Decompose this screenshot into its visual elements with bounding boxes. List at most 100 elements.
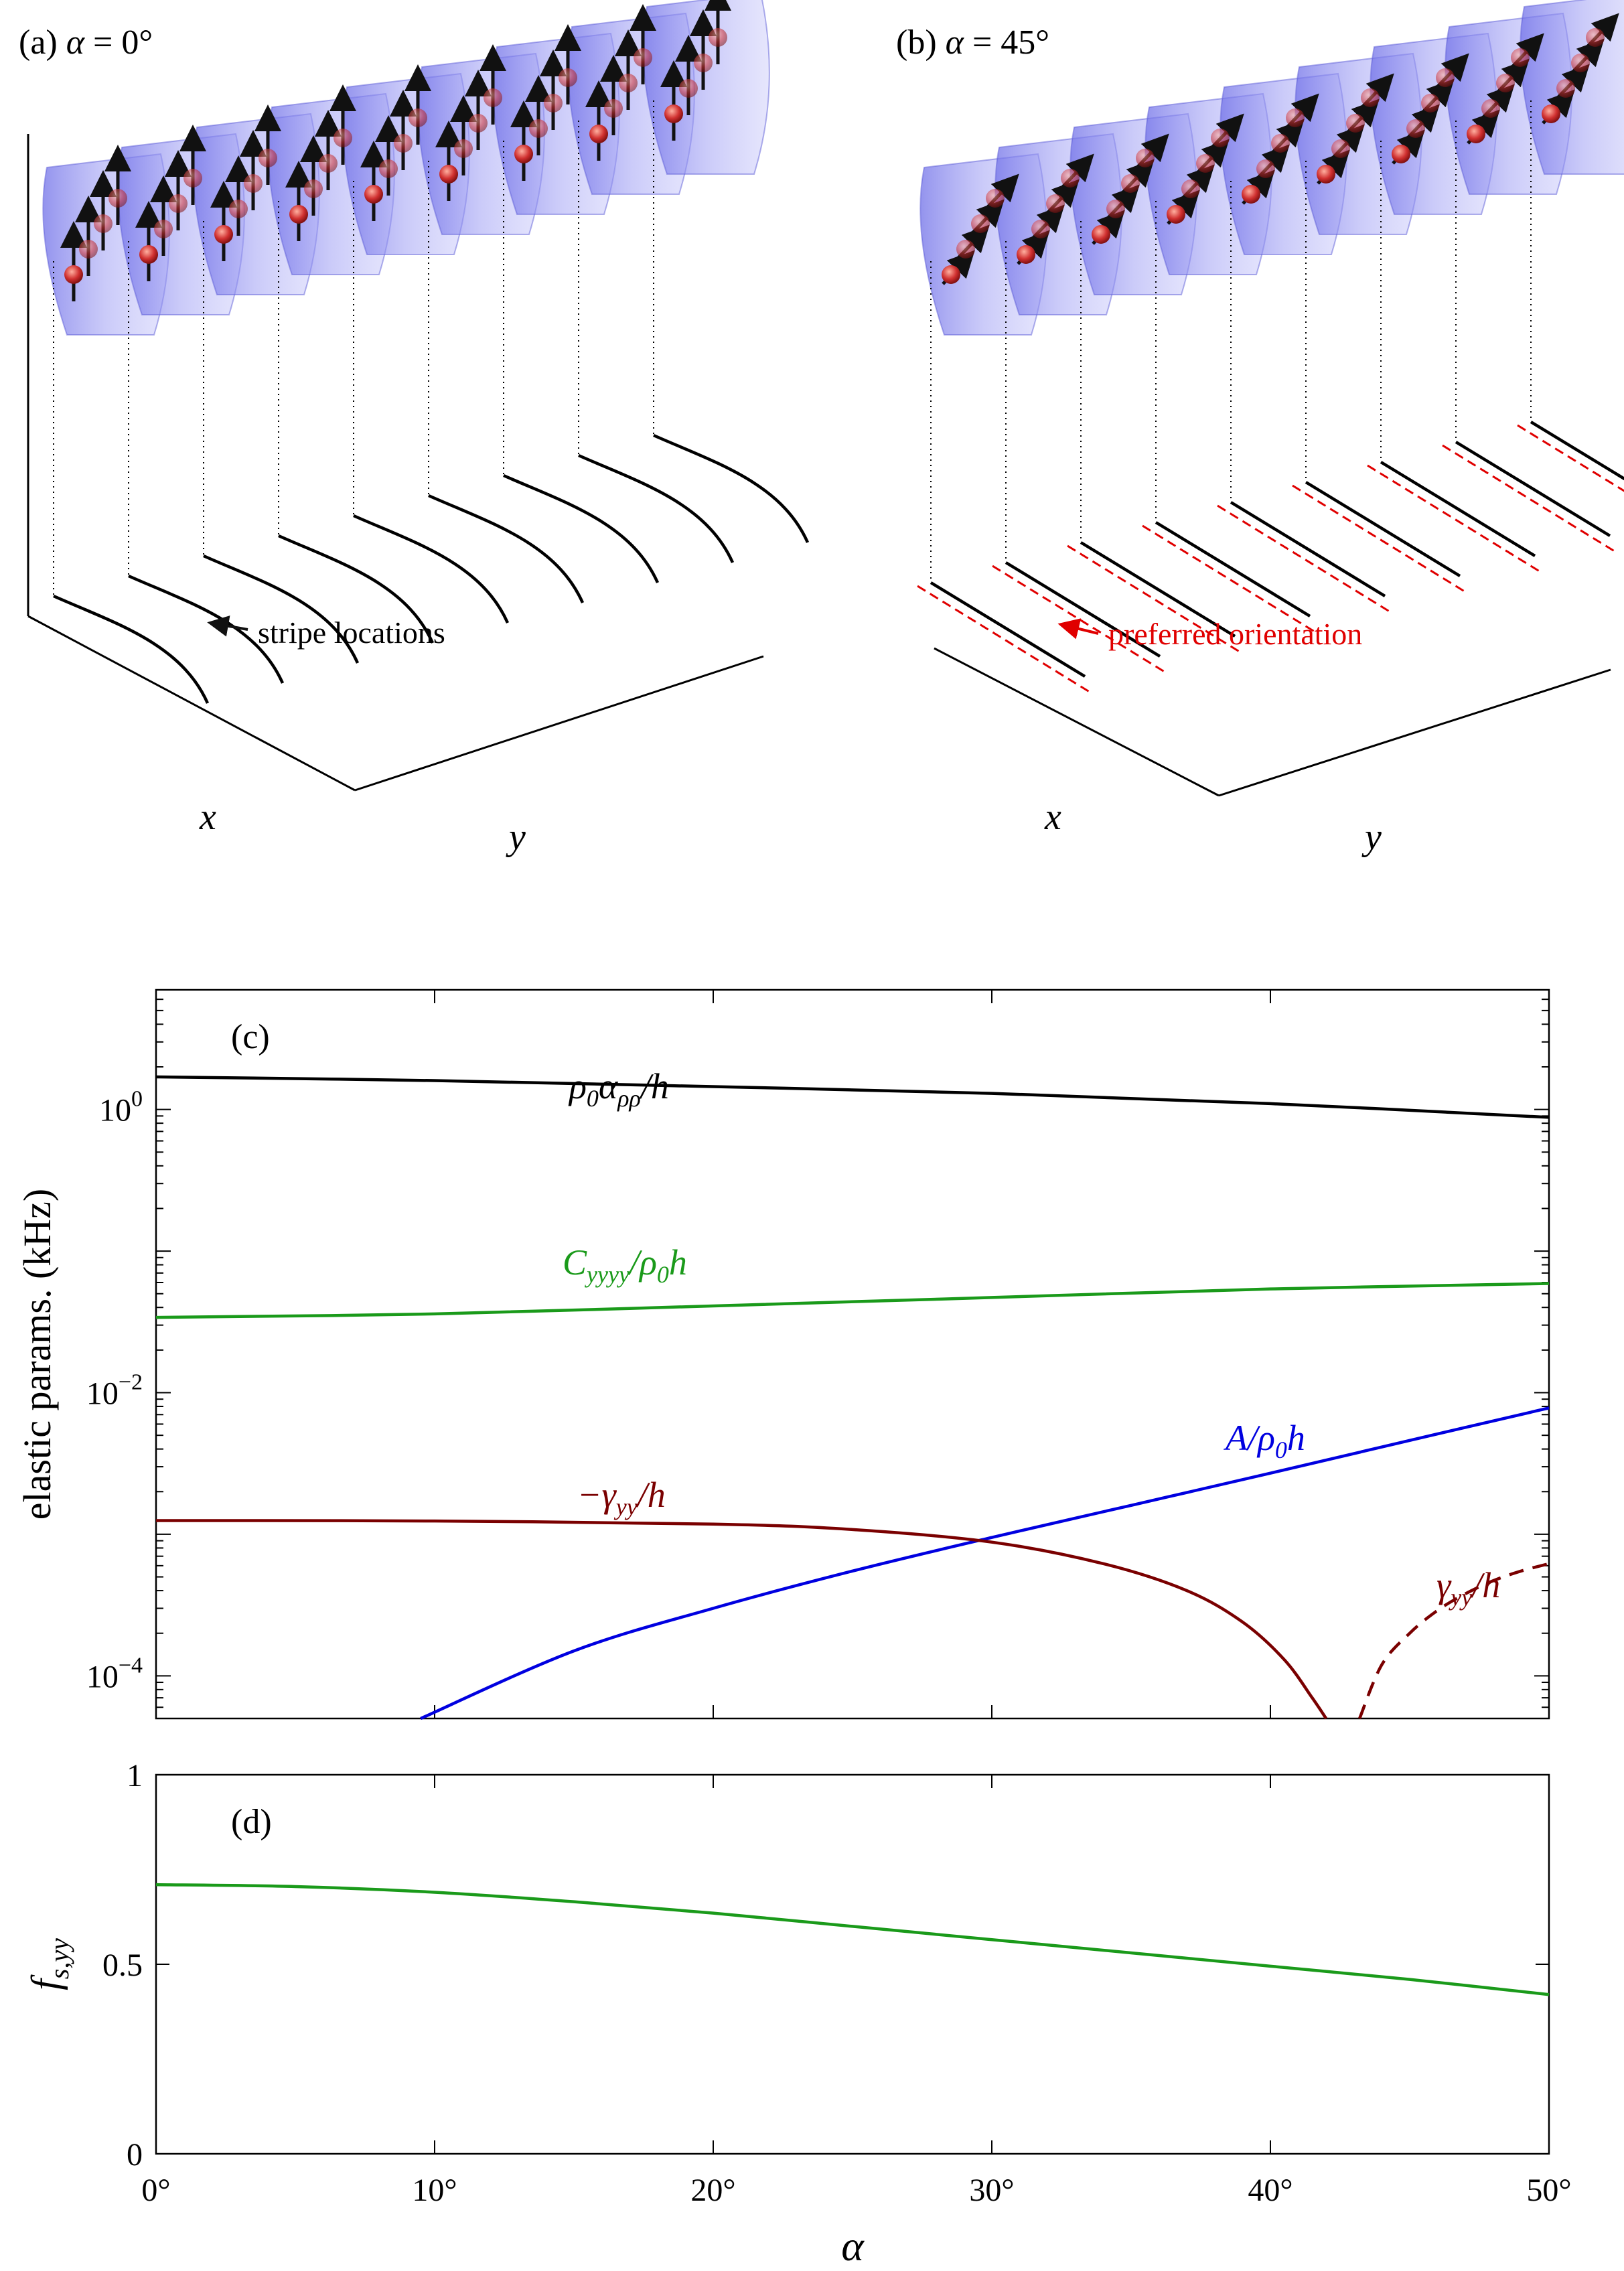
series-cyyyy: [155, 1282, 1550, 1319]
atom: [634, 48, 652, 67]
stripe-curve: [653, 433, 810, 543]
atom: [334, 129, 352, 147]
stripe-line: [1455, 441, 1611, 537]
atom: [956, 240, 975, 259]
atom: [154, 220, 173, 238]
atom: [942, 265, 960, 284]
stripe-line: [1230, 501, 1386, 597]
series-label: Cyyyy/ρ0h: [563, 1242, 687, 1288]
atom: [64, 265, 83, 284]
preferred-orientation-line: [1442, 444, 1617, 554]
panel-d-ticks: 0° 10° 20° 30° 40° 50° 0 0.5 1: [102, 1758, 1572, 2208]
atom: [619, 74, 638, 92]
y-tick-label: 10−2: [86, 1370, 143, 1412]
atom: [544, 94, 563, 113]
atom: [1467, 125, 1485, 143]
atom: [971, 214, 990, 233]
atom: [484, 88, 502, 107]
atom: [1121, 174, 1140, 193]
atom: [364, 185, 383, 204]
atom: [1031, 220, 1050, 238]
atom: [589, 125, 608, 143]
series-label: γyy/h: [1436, 1565, 1500, 1611]
preferred-orientation-arrow: [1057, 618, 1099, 640]
atom: [1017, 245, 1035, 264]
panel-a-annotation: stripe locations: [258, 615, 445, 650]
stripe-curve: [203, 554, 360, 664]
stripe-curve: [578, 453, 735, 563]
stripe-curve: [353, 514, 510, 624]
stripe-line: [930, 581, 1086, 678]
atom: [1511, 48, 1530, 67]
panel-b-atoms: [942, 13, 1619, 285]
atom: [108, 189, 127, 208]
stripe-line: [1380, 461, 1536, 557]
atom: [1406, 119, 1425, 138]
atom: [1496, 74, 1515, 92]
atom: [94, 214, 113, 233]
panel-a-axis-x: [27, 615, 356, 792]
atom: [1046, 194, 1065, 213]
atom: [679, 79, 698, 98]
panel-d-frame: [155, 1773, 1550, 2155]
stripe-curve: [503, 473, 660, 583]
stripe-curve: [53, 594, 210, 704]
panel-b-annotation: preferred orientation: [1108, 617, 1362, 651]
atom: [1256, 159, 1275, 178]
atom: [1136, 149, 1155, 167]
preferred-orientation-line: [1367, 464, 1542, 574]
atom: [1331, 139, 1350, 158]
panel-a: (a) α = 0° stripe locations x y: [19, 0, 810, 858]
atom: [1286, 108, 1305, 127]
panel-a-xlabel: x: [199, 796, 216, 838]
panel-a-axis-y: [354, 655, 764, 792]
panel-d-label: (d): [231, 1803, 272, 1841]
panel-c-label: (c): [231, 1018, 270, 1056]
atom: [1346, 114, 1365, 133]
stripe-curve: [278, 534, 435, 644]
atom: [1421, 94, 1440, 113]
atom: [1361, 88, 1380, 107]
atom: [1061, 169, 1080, 188]
x-tick-label: 50°: [1526, 2173, 1571, 2208]
atom: [439, 165, 458, 184]
series-label: A/ρ0h: [1224, 1418, 1305, 1463]
y-tick-label: 0: [127, 2137, 143, 2173]
atom: [214, 225, 233, 244]
panel-a-ylabel: y: [506, 816, 526, 858]
stripe-curve: [428, 494, 585, 603]
x-tick-label: 40°: [1248, 2173, 1293, 2208]
panel-b-xlabel: x: [1044, 796, 1061, 838]
panel-d-series: [155, 1883, 1550, 1996]
atom: [139, 245, 158, 264]
panel-d: (d) 0° 10° 20° 30° 40° 50° 0 0.5 1 fs,yy α: [23, 1758, 1572, 2270]
atom: [529, 119, 548, 138]
preferred-orientation-line: [1067, 544, 1242, 654]
preferred-orientation-line: [1292, 484, 1467, 594]
atom: [259, 149, 277, 167]
atom: [289, 205, 308, 224]
panel-c: (c) elastic params. (kHz) 10−4 10−2 100 ρ0…: [15, 988, 1550, 1720]
lobe-slab: [642, 0, 770, 175]
stripe-line: [1155, 521, 1311, 617]
atom: [1211, 129, 1230, 147]
series-gamma-dashed: [1358, 1562, 1550, 1719]
series-label: −γyy/h: [577, 1475, 666, 1520]
atom: [664, 104, 683, 123]
atom: [1481, 99, 1500, 118]
preferred-orientation-line: [1142, 524, 1317, 634]
atom: [1317, 165, 1335, 184]
panel-c-series: [155, 1075, 1550, 1720]
panel-b-title: (b) α = 45°: [896, 23, 1049, 62]
series-label: ρ0αρρ/h: [568, 1066, 669, 1112]
panel-a-title: (a) α = 0°: [19, 23, 153, 62]
x-tick-label: 10°: [412, 2173, 457, 2208]
atom: [304, 179, 323, 198]
atom: [694, 54, 713, 72]
atom: [1167, 205, 1185, 224]
panel-c-series-labels: ρ0αρρ/h Cyyyy/ρ0h A/ρ0h −γyy/h γyy/h: [563, 1066, 1500, 1611]
panel-c-ylabel: elastic params. (kHz): [15, 1189, 59, 1520]
atom: [183, 169, 202, 188]
atom: [229, 200, 248, 218]
